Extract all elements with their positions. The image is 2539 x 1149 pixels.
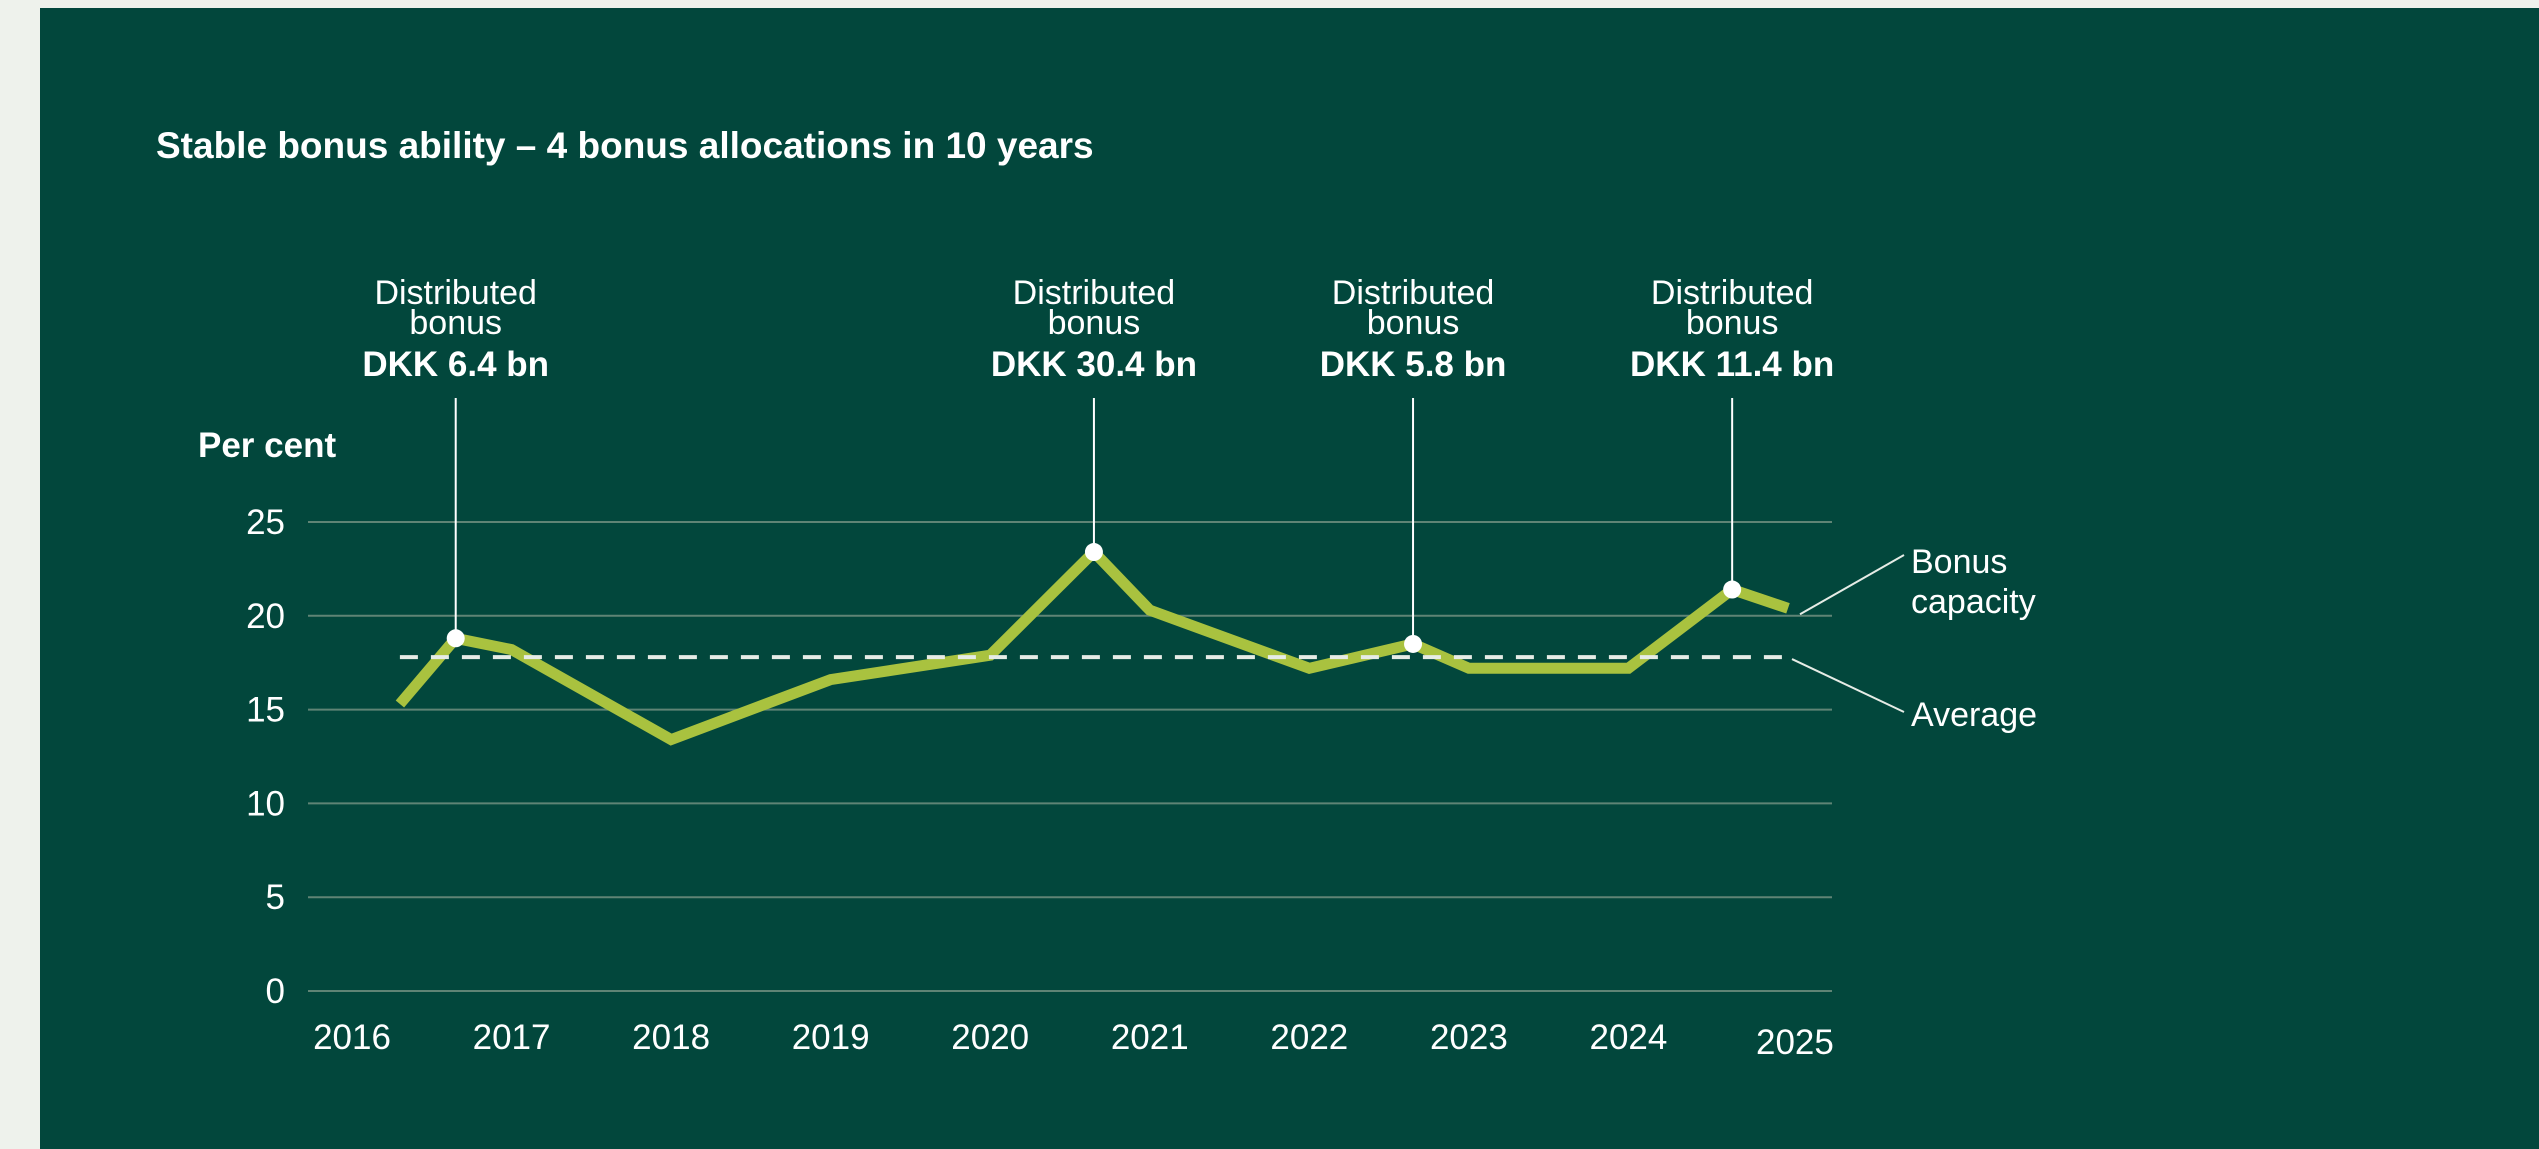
x-tick-2022: 2022 bbox=[1270, 1018, 1348, 1057]
x-tick-labels: 2016 2017 2018 2019 2020 2021 2022 2023 2024 2025 bbox=[313, 1018, 1834, 1062]
x-tick-2020: 2020 bbox=[951, 1018, 1029, 1057]
annotation-markers bbox=[446, 543, 1742, 653]
annotation-marker-2 bbox=[1084, 543, 1103, 562]
legend: Bonus capacity Average bbox=[1791, 543, 2037, 734]
y-tick-5: 5 bbox=[266, 878, 285, 917]
annotation-marker-1 bbox=[446, 629, 465, 648]
legend-label-bonus-line2: capacity bbox=[1911, 583, 2036, 621]
x-tick-2024: 2024 bbox=[1590, 1018, 1668, 1057]
y-tick-0: 0 bbox=[266, 972, 285, 1011]
annotation-label-3-line2: bonus bbox=[1367, 304, 1460, 342]
chart-panel: Stable bonus ability – 4 bonus allocatio… bbox=[40, 8, 2539, 1149]
legend-label-average: Average bbox=[1911, 696, 2037, 734]
x-tick-2016: 2016 bbox=[313, 1018, 391, 1057]
x-tick-2017: 2017 bbox=[473, 1018, 551, 1057]
annotation-value-4: DKK 11.4 bn bbox=[1630, 345, 1834, 384]
series-layer bbox=[395, 544, 1790, 746]
y-tick-10: 10 bbox=[246, 784, 285, 823]
x-tick-2025: 2025 bbox=[1756, 1023, 1834, 1062]
annotation-label-1-line2: bonus bbox=[409, 304, 502, 342]
annotation-value-1: DKK 6.4 bn bbox=[362, 345, 549, 384]
annotation-label-4-line1: Distributed bbox=[1651, 274, 1814, 312]
legend-label-bonus-line1: Bonus bbox=[1911, 543, 2007, 581]
chart-title: Stable bonus ability – 4 bonus allocatio… bbox=[156, 125, 1094, 166]
x-tick-2021: 2021 bbox=[1111, 1018, 1189, 1057]
annotation-value-3: DKK 5.8 bn bbox=[1320, 345, 1507, 384]
annotation-label-2-line2: bonus bbox=[1048, 304, 1141, 342]
bonus-capacity-line bbox=[395, 544, 1790, 746]
x-tick-2023: 2023 bbox=[1430, 1018, 1508, 1057]
annotation-label-2-line1: Distributed bbox=[1013, 274, 1176, 312]
annotation-label-3-line1: Distributed bbox=[1332, 274, 1495, 312]
annotation-value-2: DKK 30.4 bn bbox=[991, 345, 1197, 384]
y-tick-15: 15 bbox=[246, 691, 285, 730]
bonus-capacity-chart: Stable bonus ability – 4 bonus allocatio… bbox=[156, 125, 2037, 1062]
annotation-label-1-line1: Distributed bbox=[374, 274, 537, 312]
annotation-marker-3 bbox=[1404, 634, 1423, 653]
legend-leader-bonus bbox=[1799, 554, 1905, 616]
y-tick-20: 20 bbox=[246, 597, 285, 636]
annotation-label-4-line2: bonus bbox=[1686, 304, 1779, 342]
gridlines bbox=[308, 521, 1832, 992]
x-tick-2019: 2019 bbox=[792, 1018, 870, 1057]
y-tick-25: 25 bbox=[246, 503, 285, 542]
legend-leader-average bbox=[1791, 658, 1905, 713]
x-tick-2018: 2018 bbox=[632, 1018, 710, 1057]
annotation-marker-4 bbox=[1723, 580, 1742, 599]
annotation-lines bbox=[454, 398, 1734, 644]
y-tick-labels: 0 5 10 15 20 25 bbox=[246, 503, 285, 1011]
y-axis-label: Per cent bbox=[198, 426, 336, 465]
